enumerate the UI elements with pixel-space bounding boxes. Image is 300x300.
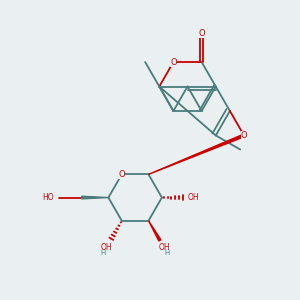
Text: O: O <box>241 131 247 140</box>
Text: OH: OH <box>158 243 170 252</box>
Text: OH: OH <box>187 193 199 202</box>
Text: O: O <box>118 170 125 179</box>
Polygon shape <box>148 221 161 241</box>
Text: HO: HO <box>43 193 54 202</box>
Text: O: O <box>198 29 205 38</box>
Polygon shape <box>148 134 244 174</box>
Text: H: H <box>165 250 170 256</box>
Text: O: O <box>170 58 177 67</box>
Polygon shape <box>82 196 108 199</box>
Text: OH: OH <box>100 243 112 252</box>
Text: H: H <box>100 250 106 256</box>
